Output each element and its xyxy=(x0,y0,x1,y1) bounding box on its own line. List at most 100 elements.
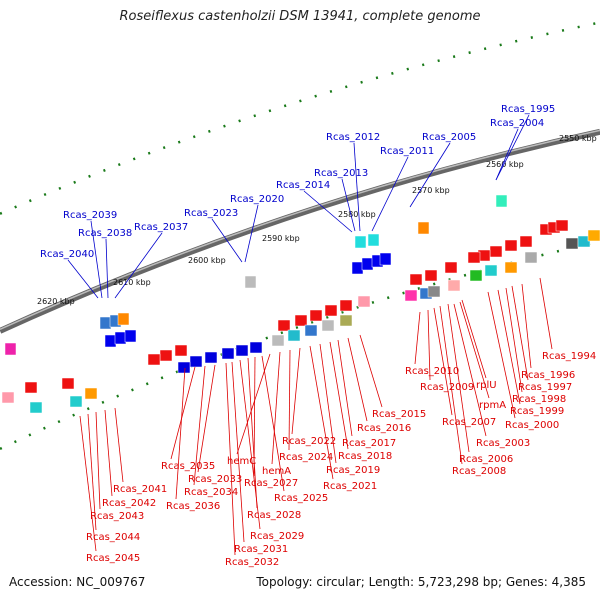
gene-label-rcas-2000: Rcas_2000 xyxy=(505,420,559,431)
gene-label-rcas-1995: Rcas_1995 xyxy=(501,104,555,115)
connector-rcas-2005 xyxy=(409,142,451,208)
connector-rcas-2031 xyxy=(231,361,245,543)
connector-rcas-1999 xyxy=(497,289,521,405)
forward-gene-13 xyxy=(104,334,117,348)
reverse-gene-11 xyxy=(467,251,481,264)
reverse-gene-13 xyxy=(469,269,483,282)
gene-label-rcas-2012: Rcas_2012 xyxy=(326,132,380,143)
connector-rcas-2008 xyxy=(439,305,463,465)
connector-rcas-2003 xyxy=(453,303,487,437)
connector-rcas-2045 xyxy=(79,415,97,552)
reverse-gene-19 xyxy=(404,289,418,302)
gene-label-rcas-2015: Rcas_2015 xyxy=(372,409,426,420)
reverse-gene-36 xyxy=(221,347,235,360)
forward-gene-4 xyxy=(361,257,374,271)
reverse-gene-29 xyxy=(339,314,353,327)
connector-rcas-2021 xyxy=(309,345,334,480)
connector-hema xyxy=(271,351,281,465)
connector-rcas-2009 xyxy=(427,309,431,381)
forward-gene-6 xyxy=(379,252,392,266)
gene-label-rcas-2044: Rcas_2044 xyxy=(86,532,140,543)
gene-label-rcas-2042: Rcas_2042 xyxy=(102,498,156,509)
forward-gene-15 xyxy=(124,329,137,343)
reverse-gene-16 xyxy=(444,261,458,274)
ruler-tick-label-2580-kbp: 2580 kbp xyxy=(338,210,376,219)
ruler-tick-label-2560-kbp: 2560 kbp xyxy=(486,160,524,169)
reverse-gene-35 xyxy=(235,344,249,357)
gene-label-rcas-2006: Rcas_2006 xyxy=(459,454,513,465)
ruler-tick-label-2600-kbp: 2600 kbp xyxy=(188,256,226,265)
connector-rcas-2041 xyxy=(114,407,124,483)
gene-label-rcas-2009: Rcas_2009 xyxy=(420,382,474,393)
connector-rcas-2014 xyxy=(303,190,353,233)
gene-label-rcas-2014: Rcas_2014 xyxy=(276,180,330,191)
forward-gene-3 xyxy=(351,261,364,275)
gene-label-rcas-2043: Rcas_2043 xyxy=(90,511,144,522)
gene-label-rcas-2010: Rcas_2010 xyxy=(405,366,459,377)
gene-label-rcas-2032: Rcas_2032 xyxy=(225,557,279,568)
ruler-tick-label-2570-kbp: 2570 kbp xyxy=(412,186,450,195)
forward-gene-14 xyxy=(114,331,127,345)
connector-rcas-2035 xyxy=(170,366,196,460)
figure-title: Roseiflexus castenholzii DSM 13941, comp… xyxy=(119,9,481,24)
reverse-gene-39 xyxy=(177,361,191,374)
reverse-gene-33 xyxy=(271,334,285,347)
gene-label-rcas-2039: Rcas_2039 xyxy=(63,210,117,221)
gene-label-rcas-2027: Rcas_2027 xyxy=(244,478,298,489)
gene-label-rcas-2004: Rcas_2004 xyxy=(490,118,544,129)
connector-rcas-2044 xyxy=(87,413,97,531)
connector-rcas-2000 xyxy=(487,291,516,419)
gene-label-rcas-2016: Rcas_2016 xyxy=(357,423,411,434)
reverse-gene-48 xyxy=(1,391,15,404)
gene-label-rpma: rpmA xyxy=(479,400,506,411)
reverse-gene-6 xyxy=(587,229,600,242)
gene-label-rcas-2017: Rcas_2017 xyxy=(342,438,396,449)
gene-label-rcas-2021: Rcas_2021 xyxy=(323,481,377,492)
gene-label-rcas-2028: Rcas_2028 xyxy=(247,510,301,521)
forward-gene-12 xyxy=(117,312,130,326)
connector-rcas-2004 xyxy=(495,128,519,181)
connector-rcas-2024 xyxy=(288,349,291,451)
gene-label-rcas-2033: Rcas_2033 xyxy=(188,474,242,485)
connector-rcas-2015 xyxy=(359,334,383,408)
gene-label-rcas-2031: Rcas_2031 xyxy=(234,544,288,555)
connector-rcas-2011 xyxy=(371,156,409,232)
reverse-gene-3 xyxy=(555,219,569,232)
reverse-gene-45 xyxy=(29,401,43,414)
connector-rcas-2018 xyxy=(329,341,349,450)
gene-label-rcas-2041: Rcas_2041 xyxy=(113,484,167,495)
gene-label-rplu: rplU xyxy=(476,380,497,391)
forward-gene-9 xyxy=(244,275,257,289)
reverse-gene-37 xyxy=(204,351,218,364)
reverse-gene-27 xyxy=(294,314,308,327)
gene-label-rcas-2029: Rcas_2029 xyxy=(250,531,304,542)
gene-label-rcas-2038: Rcas_2038 xyxy=(78,228,132,239)
gene-label-rcas-2005: Rcas_2005 xyxy=(422,132,476,143)
connector-rcas-2038 xyxy=(105,238,109,299)
connector-rcas-2019 xyxy=(319,343,337,464)
connector-rcas-2040 xyxy=(67,259,99,299)
connector-hemc xyxy=(236,353,271,455)
genome-backbone xyxy=(0,128,600,334)
accession-text: Accession: NC_009767 xyxy=(9,575,146,589)
connector-rplu xyxy=(461,299,487,379)
gene-label-rcas-2037: Rcas_2037 xyxy=(134,222,188,233)
reverse-gene-30 xyxy=(321,319,335,332)
reverse-gene-17 xyxy=(424,269,438,282)
reverse-gene-26 xyxy=(309,309,323,322)
reverse-gene-23 xyxy=(357,295,371,308)
gene-label-rcas-2025: Rcas_2025 xyxy=(274,493,328,504)
gene-label-rcas-2045: Rcas_2045 xyxy=(86,553,140,564)
reverse-gene-4 xyxy=(565,237,579,250)
reverse-gene-12 xyxy=(484,264,498,277)
gene-label-rcas-2023: Rcas_2023 xyxy=(184,208,238,219)
connector-rcas-2025 xyxy=(261,355,285,492)
reverse-gene-21 xyxy=(427,285,441,298)
reverse-gene-43 xyxy=(84,387,98,400)
gene-label-rcas-1994: Rcas_1994 xyxy=(542,351,596,362)
connector-rcas-2016 xyxy=(347,337,368,422)
connector-rcas-2017 xyxy=(337,339,353,437)
connector-rcas-2033 xyxy=(197,364,216,473)
